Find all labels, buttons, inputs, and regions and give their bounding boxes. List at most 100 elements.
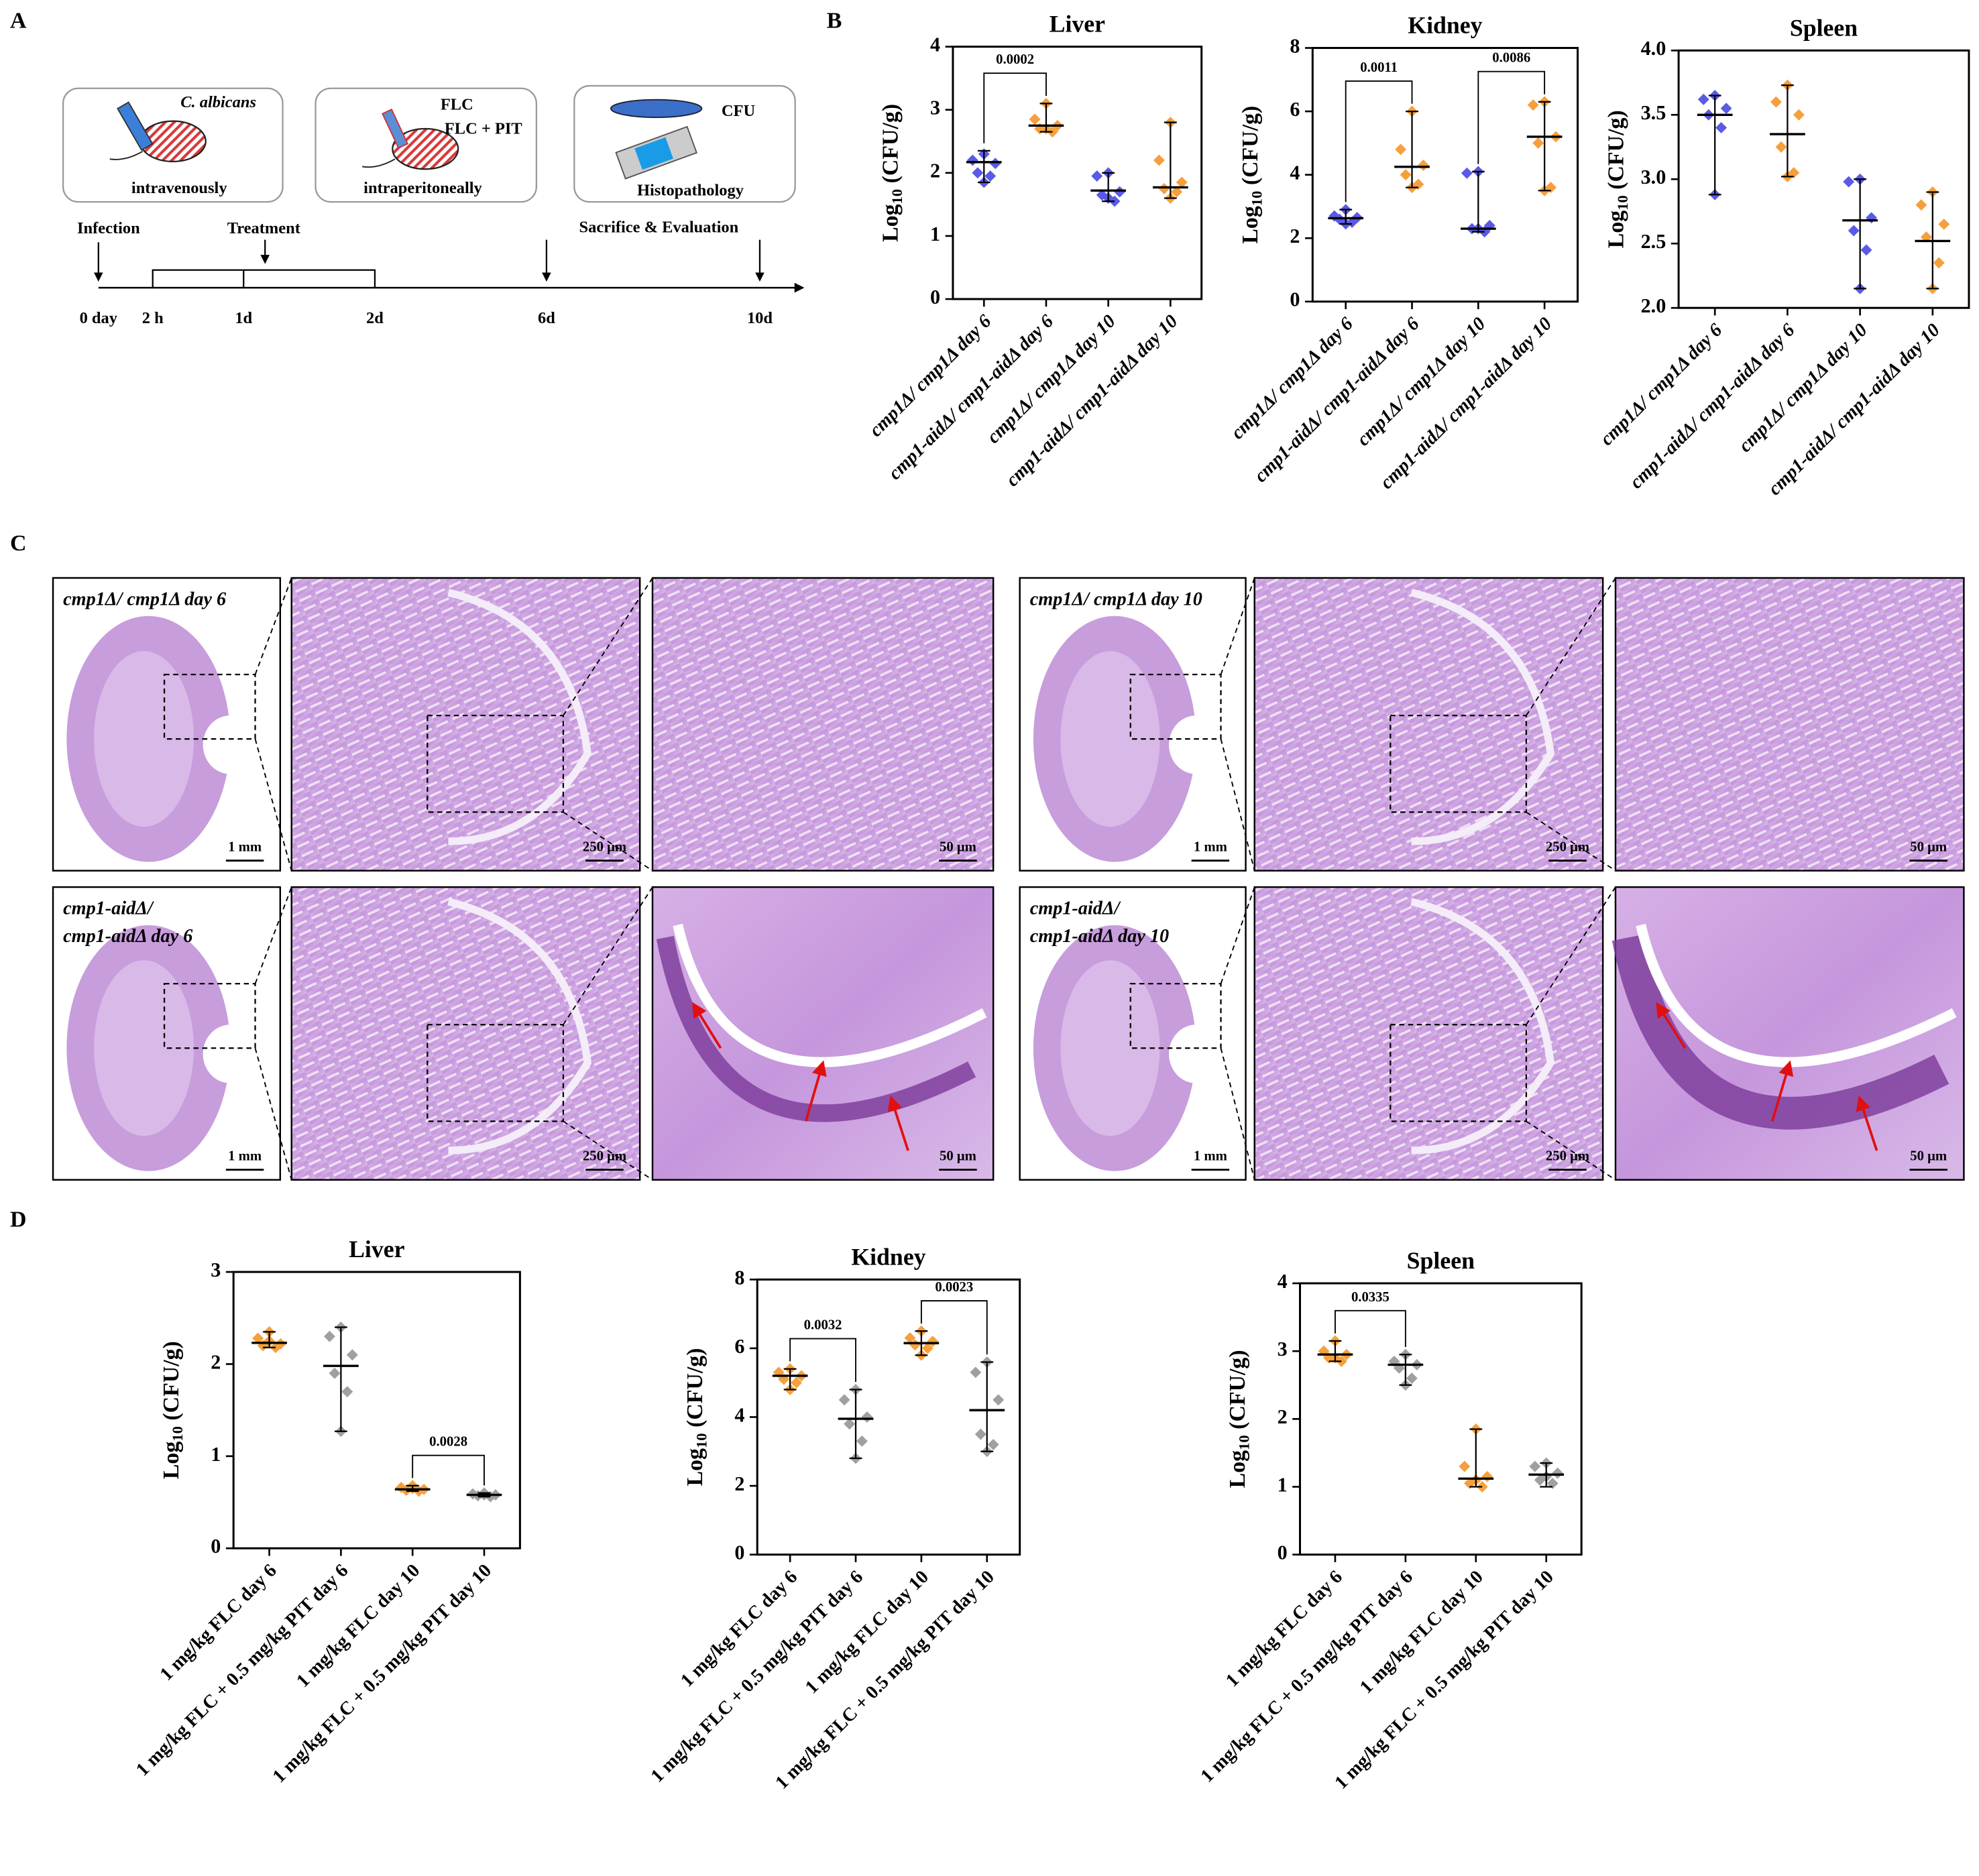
data-point bbox=[1114, 186, 1126, 198]
plot-frame bbox=[232, 1271, 521, 1549]
scale-bar-label: 1 mm bbox=[228, 839, 262, 854]
data-point bbox=[838, 1394, 850, 1406]
zoom-connector bbox=[1220, 1047, 1255, 1180]
red-arrow bbox=[804, 1060, 827, 1122]
scale-bar-label: 250 μm bbox=[1546, 839, 1589, 854]
data-point bbox=[987, 1439, 999, 1451]
data-point bbox=[974, 1428, 986, 1440]
pelvis-shape bbox=[447, 898, 592, 1155]
data-point bbox=[1171, 186, 1183, 198]
data-point bbox=[1793, 109, 1805, 121]
y-tick-label: 6 bbox=[734, 1335, 744, 1358]
chart-title: Kidney bbox=[851, 1243, 925, 1270]
section-zoom bbox=[1614, 577, 1965, 872]
red-arrow bbox=[691, 1002, 722, 1049]
y-label-sub: 10 bbox=[889, 189, 905, 204]
data-point bbox=[1552, 1467, 1564, 1479]
timeline-label: 1d bbox=[235, 309, 252, 327]
lumen bbox=[1636, 923, 1957, 1067]
x-tick-label: cmp1Δ/ cmp1Δ day 10 bbox=[1353, 314, 1490, 451]
p-value: 0.0011 bbox=[1360, 60, 1398, 75]
chart-title: Spleen bbox=[1790, 14, 1858, 41]
p-value: 0.0023 bbox=[935, 1280, 973, 1295]
group-label: cmp1Δ/ cmp1Δ day 10 bbox=[1030, 589, 1202, 609]
lesion-band bbox=[656, 935, 976, 1122]
data-point bbox=[1848, 225, 1860, 237]
step-text: Histopathology bbox=[637, 182, 744, 200]
group-label: cmp1Δ/ cmp1Δ day 6 bbox=[63, 589, 227, 609]
scale-bar-label: 1 mm bbox=[1194, 1149, 1227, 1164]
kidney-cortex bbox=[1060, 651, 1160, 827]
y-tick-label: 1 bbox=[211, 1443, 221, 1466]
kidney-cortex bbox=[94, 960, 194, 1136]
section-mid bbox=[290, 577, 641, 872]
group-label: cmp1-aidΔ day 10 bbox=[1030, 926, 1169, 947]
panel-label: A bbox=[10, 9, 27, 34]
data-point bbox=[1176, 176, 1188, 188]
data-point bbox=[1720, 103, 1732, 115]
data-point bbox=[1915, 199, 1927, 211]
significance-bracket bbox=[920, 1300, 988, 1355]
data-point bbox=[993, 1394, 1005, 1406]
data-point bbox=[1938, 218, 1950, 230]
data-point bbox=[1527, 99, 1539, 111]
kidney-hilum bbox=[1169, 715, 1223, 774]
mouse-tail bbox=[361, 158, 396, 168]
scale-bar-label: 1 mm bbox=[1194, 839, 1227, 854]
y-tick-label: 4 bbox=[1278, 1270, 1288, 1293]
zoom-box bbox=[163, 673, 256, 740]
panel-label: B bbox=[827, 9, 842, 34]
x-tick-label: cmp1Δ/ cmp1Δ day 6 bbox=[1227, 313, 1357, 443]
data-point bbox=[904, 1332, 916, 1344]
red-arrow bbox=[1856, 1095, 1878, 1151]
data-point bbox=[1406, 1372, 1418, 1385]
zoom-box bbox=[1390, 1024, 1528, 1122]
scale-bar-label: 250 μm bbox=[583, 839, 626, 854]
p-value: 0.0028 bbox=[429, 1435, 467, 1450]
data-point bbox=[1532, 137, 1544, 149]
timeline-label: 2d bbox=[366, 309, 384, 327]
scale-bar-label: 50 μm bbox=[940, 839, 976, 854]
y-label-unit: (CFU/g) bbox=[878, 104, 903, 189]
y-tick-label: 4 bbox=[1290, 162, 1300, 184]
data-point bbox=[1697, 93, 1709, 105]
zoom-connector bbox=[563, 811, 653, 872]
y-tick-label: 2 bbox=[734, 1472, 744, 1495]
significance-bracket bbox=[1477, 70, 1546, 164]
pelvis-shape bbox=[1410, 898, 1555, 1155]
scale-bar-label: 250 μm bbox=[1546, 1149, 1589, 1164]
red-arrow bbox=[887, 1095, 909, 1151]
mouse-icon bbox=[392, 127, 459, 170]
data-point bbox=[329, 1367, 341, 1379]
y-tick-label: 3.0 bbox=[1641, 166, 1666, 188]
data-point bbox=[1715, 121, 1728, 133]
y-axis-label: Log10 (CFU/g) bbox=[683, 1348, 710, 1486]
data-point bbox=[1775, 141, 1787, 153]
step-text: FLC + PIT bbox=[445, 119, 522, 137]
x-tick-label: 1 mg/kg FLC day 10 bbox=[1356, 1566, 1487, 1698]
y-tick-label: 4.0 bbox=[1641, 37, 1666, 60]
zoom-connector bbox=[1526, 811, 1616, 872]
significance-bracket bbox=[412, 1454, 485, 1486]
y-tick-label: 8 bbox=[1290, 34, 1300, 57]
data-point bbox=[323, 1330, 335, 1342]
step-text: C. albicans bbox=[180, 93, 256, 111]
panel-label: D bbox=[10, 1208, 26, 1232]
scale-bar-label: 50 μm bbox=[940, 1149, 976, 1164]
scale-bar-label: 50 μm bbox=[1910, 839, 1947, 854]
pelvis-shape bbox=[1410, 589, 1555, 845]
y-tick-label: 2 bbox=[1278, 1405, 1288, 1428]
zoom-connector bbox=[1220, 738, 1255, 871]
data-point bbox=[346, 1349, 358, 1361]
data-point bbox=[1459, 1460, 1471, 1472]
y-tick-label: 4 bbox=[930, 34, 940, 56]
data-point bbox=[1091, 170, 1103, 182]
step-text: FLC bbox=[441, 96, 473, 114]
scale-bar-label: 250 μm bbox=[583, 1149, 626, 1164]
data-point bbox=[1481, 1470, 1493, 1482]
zoom-connector bbox=[563, 1120, 653, 1181]
data-point bbox=[1158, 182, 1170, 194]
zoom-box bbox=[427, 1024, 565, 1122]
